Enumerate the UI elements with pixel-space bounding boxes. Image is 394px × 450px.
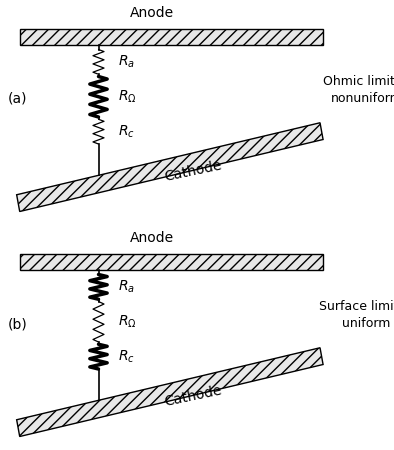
Text: $R_\Omega$: $R_\Omega$ — [118, 314, 137, 330]
Text: $R_a$: $R_a$ — [118, 54, 135, 70]
Text: Surface limited
uniform: Surface limited uniform — [319, 300, 394, 330]
Text: $R_c$: $R_c$ — [118, 123, 135, 140]
Text: Cathode: Cathode — [164, 159, 223, 184]
Text: $R_c$: $R_c$ — [118, 348, 135, 365]
Bar — [20, 254, 323, 270]
Polygon shape — [17, 123, 323, 212]
Text: Cathode: Cathode — [164, 384, 223, 410]
Text: (a): (a) — [8, 92, 27, 106]
Polygon shape — [17, 348, 323, 436]
Text: (b): (b) — [8, 317, 28, 331]
Text: $R_a$: $R_a$ — [118, 279, 135, 295]
Bar — [20, 29, 323, 45]
Text: Ohmic limited
nonuniform: Ohmic limited nonuniform — [323, 75, 394, 105]
Text: Anode: Anode — [130, 231, 174, 245]
Text: Anode: Anode — [130, 6, 174, 20]
Text: $R_\Omega$: $R_\Omega$ — [118, 89, 137, 105]
